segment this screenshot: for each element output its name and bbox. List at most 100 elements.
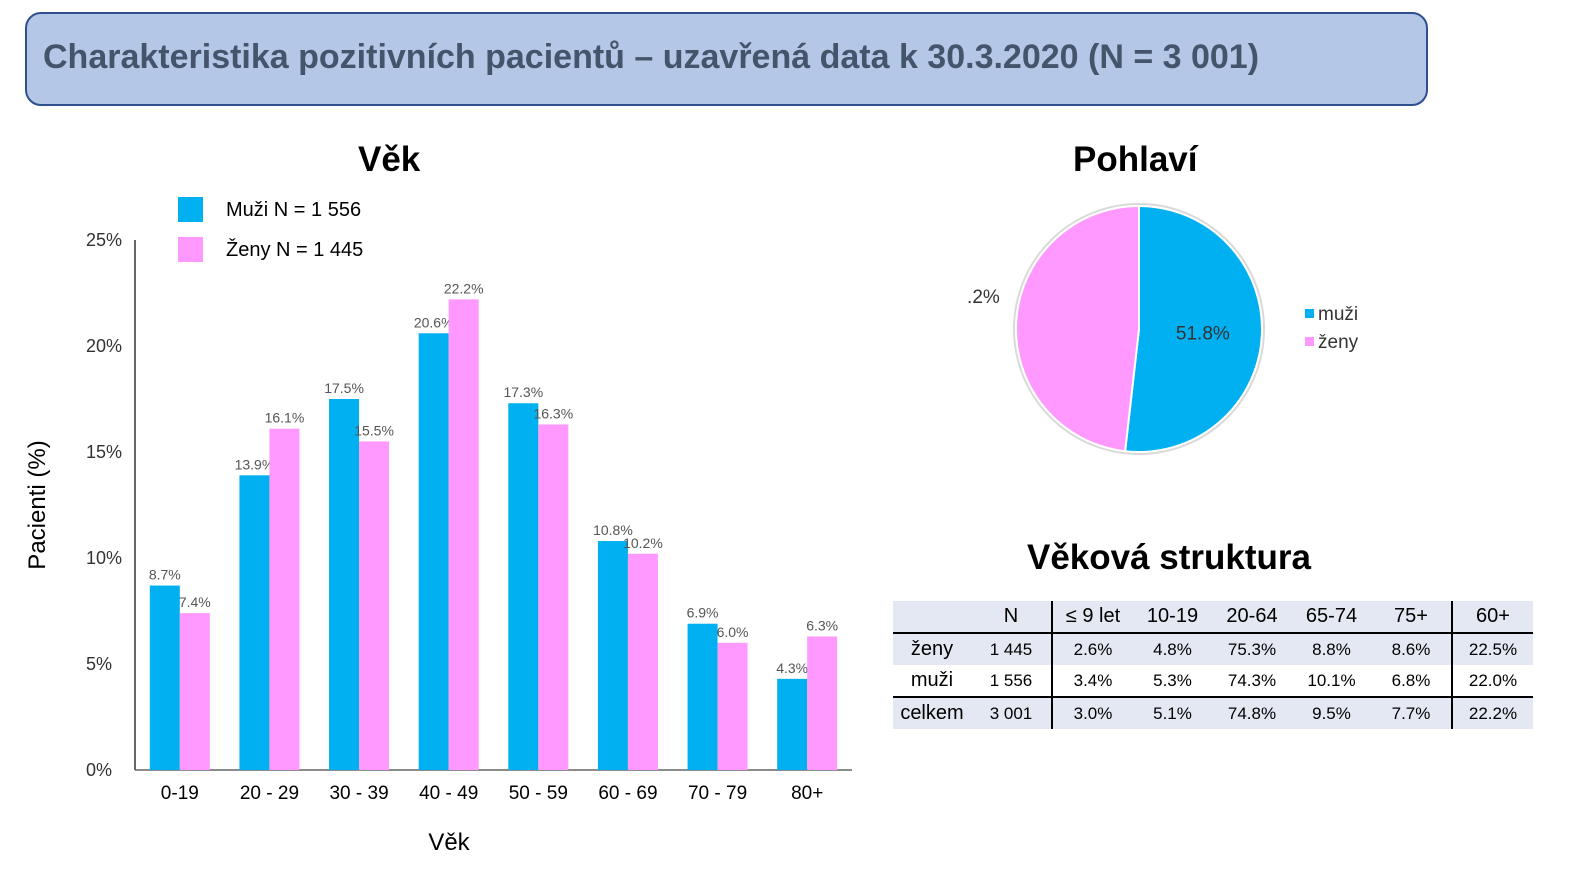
- legend-swatch-1: [178, 197, 203, 222]
- table-cell: 1 556: [971, 665, 1053, 697]
- pie-outline: [1013, 203, 1265, 455]
- legend-swatch-2: [178, 237, 203, 262]
- pie-legend-swatch-muži: [1305, 309, 1314, 318]
- bar-chart-title: Věk: [358, 140, 421, 179]
- page-title: Charakteristika pozitivních pacientů – u…: [43, 38, 1260, 76]
- bar-men-8: [777, 678, 808, 770]
- table-cell: 6.8%: [1371, 665, 1453, 697]
- pie-legend-label-ženy: ženy: [1318, 332, 1359, 353]
- x-tick-label: 40 - 49: [419, 783, 478, 804]
- table-column-header: N: [971, 601, 1053, 634]
- table-cell: 5.3%: [1153, 670, 1192, 690]
- bar-women-5: [538, 424, 569, 770]
- bar-men-6: [597, 541, 628, 770]
- y-tick-label: 15%: [86, 442, 122, 462]
- table-cell: 2.6%: [1052, 633, 1133, 665]
- pie-legend-swatch-ženy: [1305, 337, 1314, 346]
- table-cell: 74.8%: [1212, 696, 1292, 729]
- bar-women-4: [448, 299, 479, 770]
- table-cell: 8.6%: [1371, 633, 1453, 665]
- pie-label-ženy: .2%: [967, 287, 1000, 308]
- table-column-header: 60+: [1452, 601, 1533, 634]
- bar-men-1: [149, 585, 180, 770]
- y-axis-label: Pacienti (%): [24, 440, 51, 569]
- data-label-women-7: 6.0%: [717, 624, 749, 640]
- pie-legend-label-muži: muži: [1318, 304, 1358, 325]
- table-column-header: 75+: [1371, 601, 1453, 634]
- bar-men-3: [329, 399, 360, 770]
- data-label-men-1: 8.7%: [149, 567, 181, 583]
- bar-women-1: [179, 613, 210, 770]
- data-label-women-6: 10.2%: [623, 535, 663, 551]
- age-bar-chart: 0% 5% 10% 15% 20% 25% Pacienti (%) Věk 8.7% 7.4% 0…: [24, 197, 852, 856]
- table-row: celkem 3 001 3.0% 5.1% 74.8% 9.5% 7.7% 22.2%: [893, 696, 1533, 729]
- legend-label-2: Ženy N = 1 445: [226, 238, 363, 261]
- table-column-header: 65-74: [1292, 601, 1371, 634]
- table-cell: 22.2%: [1452, 696, 1533, 729]
- pie-chart-title: Pohlaví: [1073, 140, 1198, 179]
- pie-slice-ženy: [1015, 204, 1140, 453]
- data-label-men-2: 13.9%: [235, 456, 275, 472]
- bar-men-5: [508, 403, 539, 770]
- x-tick-label: 30 - 39: [329, 783, 388, 804]
- y-tick-label: 20%: [86, 336, 122, 356]
- legend-label-1: Muži N = 1 556: [226, 199, 361, 221]
- table-cell: 4.8%: [1133, 633, 1212, 665]
- table-cell: 22.5%: [1452, 633, 1533, 665]
- table-column-header: ≤ 9 let: [1052, 601, 1133, 634]
- data-label-women-4: 22.2%: [444, 280, 484, 296]
- table-column-header: 20-64: [1212, 601, 1292, 634]
- table-cell: 5.1%: [1133, 696, 1212, 729]
- table-cell: 7.7%: [1371, 696, 1453, 729]
- table-column-header: 10-19: [1133, 601, 1212, 634]
- table-cell: 3.0%: [1052, 696, 1133, 729]
- table-row: muži 1 556 3.4% 5.3% 74.3% 10.1% 6.8% 22.0%: [893, 665, 1533, 697]
- data-label-men-8: 4.3%: [776, 660, 808, 676]
- bar-women-7: [717, 642, 748, 770]
- table-row-header: celkem: [893, 696, 971, 729]
- y-tick-label: 10%: [86, 548, 122, 568]
- table-header-row: N ≤ 9 let 10-19 20-64 65-74 75+ 60+: [893, 601, 1533, 634]
- table-row-header: ženy: [893, 633, 971, 665]
- bar-men-4: [418, 333, 449, 770]
- title-banner: Charakteristika pozitivních pacientů – u…: [25, 12, 1428, 106]
- data-label-women-8: 6.3%: [806, 617, 838, 633]
- data-label-women-3: 15.5%: [354, 422, 394, 438]
- table-cell: 74.3%: [1227, 670, 1277, 690]
- data-label-men-5: 17.3%: [503, 384, 543, 400]
- table-row: ženy 1 445 2.6% 4.8% 75.3% 8.8% 8.6% 22.5%: [893, 633, 1533, 665]
- x-tick-label: 60 - 69: [598, 783, 657, 804]
- x-axis-label: Věk: [428, 829, 470, 856]
- table-cell: 3.4%: [1073, 670, 1113, 690]
- x-tick-label: 70 - 79: [688, 783, 747, 804]
- bar-men-7: [687, 623, 718, 770]
- x-tick-label: 20 - 29: [240, 783, 299, 804]
- table-cell: 8.8%: [1292, 633, 1371, 665]
- data-label-women-2: 16.1%: [265, 410, 305, 426]
- bar-men-2: [239, 475, 270, 770]
- x-tick-label: 80+: [791, 783, 823, 804]
- data-label-men-3: 17.5%: [324, 380, 364, 396]
- age-structure-table: N ≤ 9 let 10-19 20-64 65-74 75+ 60+ ženy 1 445 2…: [893, 601, 1533, 729]
- y-tick-label: 25%: [86, 230, 122, 250]
- y-tick-label: 0%: [86, 760, 112, 780]
- table-row-header: muži: [910, 669, 954, 691]
- bar-women-6: [627, 553, 658, 770]
- table-title: Věková struktura: [1027, 538, 1312, 577]
- bar-women-8: [807, 636, 838, 770]
- data-label-men-7: 6.9%: [687, 605, 719, 621]
- data-label-men-4: 20.6%: [414, 314, 454, 330]
- pie-slice-muži: [1124, 204, 1263, 453]
- table-cell: 10.1%: [1307, 670, 1356, 690]
- table-cell: 1 445: [971, 633, 1053, 665]
- table-cell: 3 001: [971, 696, 1053, 729]
- table-cell: 9.5%: [1292, 696, 1371, 729]
- data-label-men-6: 10.8%: [593, 522, 633, 538]
- gender-pie-chart: 51.8% .2% muži ženy: [967, 203, 1359, 455]
- data-label-women-5: 16.3%: [533, 405, 573, 421]
- table-column-header: [893, 601, 971, 634]
- y-tick-label: 5%: [86, 654, 112, 674]
- data-label-women-1: 7.4%: [179, 594, 211, 610]
- x-tick-label: 50 - 59: [509, 783, 568, 804]
- bar-women-3: [359, 441, 390, 770]
